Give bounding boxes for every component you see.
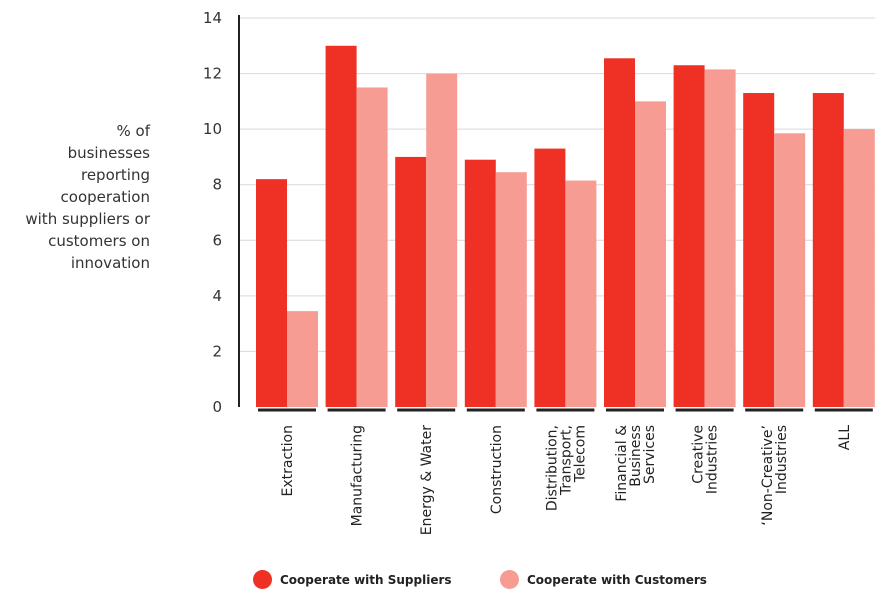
legend-item-suppliers: Cooperate with Suppliers <box>253 570 452 589</box>
x-tick-label: Manufacturing <box>350 425 366 526</box>
y-tick-label: 14 <box>203 9 222 27</box>
x-tick-label: Distribution,Transport,Telecom <box>544 425 588 511</box>
y-tick-label: 10 <box>203 120 222 138</box>
x-tick-label: Extraction <box>280 425 296 496</box>
legend-label-customers: Cooperate with Customers <box>527 572 707 587</box>
bar-suppliers <box>464 159 496 407</box>
bar-suppliers <box>256 179 287 407</box>
bar-suppliers <box>534 148 566 408</box>
legend-swatch-customers <box>500 570 519 589</box>
legend-swatch-suppliers <box>253 570 272 589</box>
bar-customers <box>635 101 666 407</box>
x-tick-label: ALL <box>837 425 853 450</box>
legend: Cooperate with Suppliers Cooperate with … <box>0 568 875 589</box>
y-tick-label: 12 <box>203 65 222 83</box>
bar-customers <box>287 311 318 407</box>
bar-customers <box>843 129 875 407</box>
bar-suppliers <box>325 45 357 408</box>
x-tick-label: Energy & Water <box>419 425 435 535</box>
bar-customers <box>495 172 527 407</box>
bar-suppliers <box>812 93 844 408</box>
bar-customers <box>426 73 458 408</box>
y-tick-label: 8 <box>212 176 222 194</box>
y-tick-label: 2 <box>212 342 222 360</box>
x-tick-label: Construction <box>489 425 505 514</box>
x-tick-label: CreativeIndustries <box>691 425 721 494</box>
x-tick-label: ‘Non-Creative’Industries <box>760 425 790 526</box>
bar-customers <box>565 180 597 407</box>
bar-suppliers <box>673 65 705 407</box>
x-tick-label: Financial &BusinessServices <box>614 425 658 502</box>
legend-item-customers: Cooperate with Customers <box>500 570 707 589</box>
legend-label-suppliers: Cooperate with Suppliers <box>280 572 452 587</box>
y-tick-label: 0 <box>212 398 222 416</box>
bar-suppliers <box>743 93 775 408</box>
bar-customers <box>704 69 736 408</box>
bar-suppliers <box>604 58 635 408</box>
bar-customers <box>774 133 806 407</box>
y-axis-label: % of businesses reporting cooperation wi… <box>25 122 150 272</box>
bar-customers <box>356 87 388 407</box>
bar-suppliers <box>395 156 427 407</box>
y-tick-label: 4 <box>212 287 222 305</box>
y-tick-label: 6 <box>212 231 222 249</box>
bar-chart: 0 2 4 6 8 10 12 14 Extraction Manufacturing Energy… <box>203 9 875 535</box>
